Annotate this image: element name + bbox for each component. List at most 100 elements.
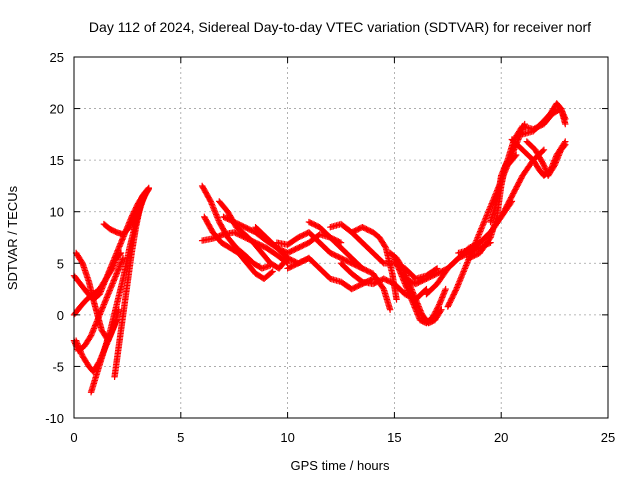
series-arc-e (87, 187, 150, 396)
data-point (486, 206, 493, 213)
data-point (501, 206, 508, 214)
data-point (541, 163, 548, 170)
data-points (70, 100, 569, 396)
data-point (209, 202, 216, 210)
data-point (507, 195, 514, 203)
data-point (453, 284, 461, 291)
data-point (462, 263, 469, 271)
data-point (540, 162, 548, 169)
x-tick-label: 5 (177, 430, 184, 445)
data-point (206, 196, 214, 204)
series-arc-o (273, 229, 366, 272)
data-point (268, 269, 275, 276)
data-point (477, 226, 484, 234)
data-point (481, 218, 488, 225)
data-point (464, 259, 471, 266)
data-point (453, 285, 460, 293)
data-point (211, 207, 218, 214)
data-point (513, 183, 521, 190)
data-point (214, 215, 222, 223)
data-point (210, 205, 217, 212)
data-point (562, 141, 569, 148)
data-point (490, 195, 497, 203)
data-point (109, 263, 117, 271)
data-point (488, 200, 495, 207)
data-point (541, 165, 549, 172)
grid (74, 57, 608, 418)
data-point (512, 184, 520, 192)
series-arc-l (198, 229, 291, 267)
chart-title: Day 112 of 2024, Sidereal Day-to-day VTE… (89, 19, 591, 35)
y-tick-label: 0 (57, 308, 64, 323)
data-point (117, 249, 125, 257)
data-point (503, 202, 511, 210)
data-point (429, 313, 437, 321)
data-point (539, 147, 547, 155)
data-point (433, 305, 441, 312)
data-point (478, 225, 485, 232)
data-point (510, 188, 518, 196)
data-point (489, 198, 496, 206)
data-point (483, 213, 490, 221)
data-point (517, 176, 524, 183)
data-point (456, 278, 463, 285)
data-point (476, 229, 483, 237)
data-point (457, 275, 464, 282)
data-point (142, 188, 149, 196)
data-point (476, 228, 484, 235)
data-point (505, 199, 512, 207)
data-point (482, 215, 489, 222)
y-tick-label: -10 (45, 411, 64, 426)
y-tick-label: 25 (50, 50, 64, 65)
axis-ticks: 0 5 10 15 20 25 -10 -5 0 5 10 15 20 25 (45, 50, 615, 445)
data-point (208, 199, 215, 207)
data-point (562, 120, 569, 128)
data-point (433, 306, 440, 314)
data-point (483, 212, 491, 219)
data-point (109, 265, 116, 272)
data-point (211, 208, 219, 215)
data-point (463, 260, 470, 268)
data-point (212, 209, 219, 217)
data-point (484, 210, 491, 218)
data-point (381, 243, 389, 250)
data-point (214, 214, 221, 221)
data-point (435, 302, 442, 310)
data-point (459, 269, 467, 277)
data-point (540, 146, 548, 154)
data-point (485, 207, 492, 215)
data-point (108, 266, 115, 273)
y-axis-label: SDTVAR / TECUs (5, 185, 20, 290)
data-point (431, 309, 439, 316)
data-point (540, 160, 547, 168)
x-axis-label: GPS time / hours (291, 458, 390, 473)
x-tick-label: 20 (494, 430, 508, 445)
y-tick-label: 10 (50, 205, 64, 220)
data-point (112, 257, 119, 265)
data-point (489, 197, 497, 204)
data-point (143, 187, 150, 195)
data-point (500, 208, 508, 215)
x-tick-label: 0 (70, 430, 77, 445)
x-tick-label: 15 (387, 430, 401, 445)
y-tick-label: 15 (50, 153, 64, 168)
data-point (487, 201, 495, 209)
data-point (111, 259, 119, 266)
series-arc-h (70, 254, 127, 355)
data-point (500, 209, 507, 216)
data-point (542, 166, 549, 173)
data-point (452, 287, 459, 294)
data-point (430, 312, 437, 319)
series-arc-z (455, 146, 548, 257)
data-point (269, 268, 276, 275)
data-point (478, 223, 486, 231)
series-arc-ae (523, 138, 569, 179)
data-point (207, 198, 214, 205)
data-point (505, 198, 513, 205)
data-point (213, 212, 221, 220)
data-point (487, 203, 494, 210)
data-point (462, 262, 470, 269)
data-point (486, 235, 493, 242)
data-point (474, 234, 481, 241)
data-point (71, 338, 78, 346)
